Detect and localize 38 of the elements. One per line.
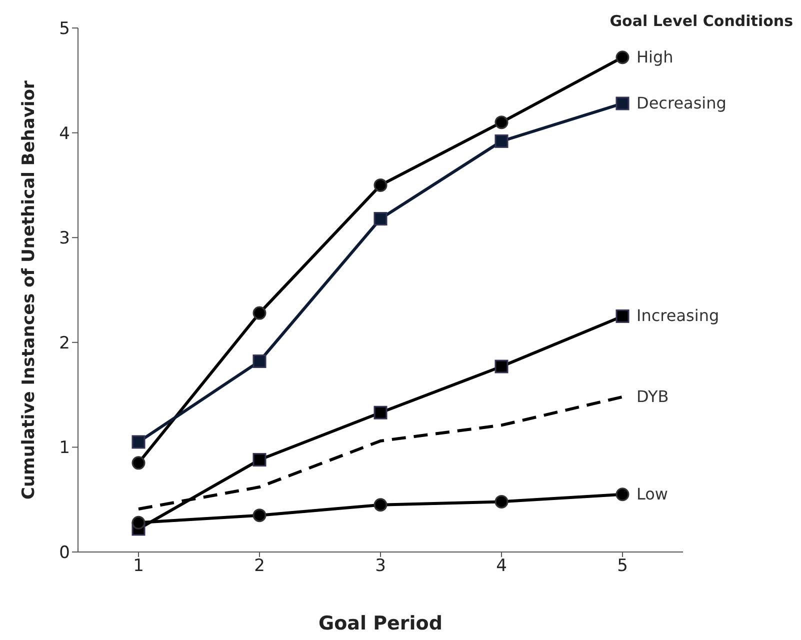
series-label: Decreasing <box>636 93 726 112</box>
series-label: Low <box>636 484 668 504</box>
y-tick-label: 3 <box>59 228 70 249</box>
point <box>132 456 146 470</box>
point <box>616 309 630 323</box>
x-tick-label: 5 <box>617 556 628 576</box>
series-label: DYB <box>636 386 669 406</box>
point <box>374 212 388 226</box>
point <box>616 50 630 64</box>
point <box>374 498 388 512</box>
series-label: High <box>636 47 674 66</box>
point <box>494 494 508 508</box>
point <box>374 406 388 420</box>
point <box>494 134 508 148</box>
x-tick-label: 3 <box>375 556 386 576</box>
y-axis-title: Cumulative Instances of Unethical Behavior <box>19 80 40 500</box>
point <box>616 96 630 110</box>
y-tick-label: 4 <box>59 124 70 144</box>
y-tick-label: 1 <box>59 438 70 458</box>
series-label: Increasing <box>636 306 720 326</box>
point <box>132 435 146 449</box>
point <box>132 516 146 530</box>
y-tick-label: 5 <box>59 19 70 40</box>
x-tick-label: 2 <box>254 556 265 576</box>
point <box>252 306 266 320</box>
legend-title: Goal Level Conditions <box>610 12 793 30</box>
point <box>252 453 266 467</box>
x-axis-title: Goal Period <box>318 612 442 634</box>
x-tick-label: 4 <box>496 556 507 576</box>
x-tick-label: 1 <box>133 556 144 576</box>
y-tick-label: 0 <box>59 543 70 564</box>
y-tick-label: 2 <box>59 333 70 354</box>
point <box>494 360 508 374</box>
point <box>494 116 508 130</box>
point <box>252 354 266 368</box>
point <box>616 488 630 502</box>
point <box>252 508 266 522</box>
point <box>374 178 388 192</box>
